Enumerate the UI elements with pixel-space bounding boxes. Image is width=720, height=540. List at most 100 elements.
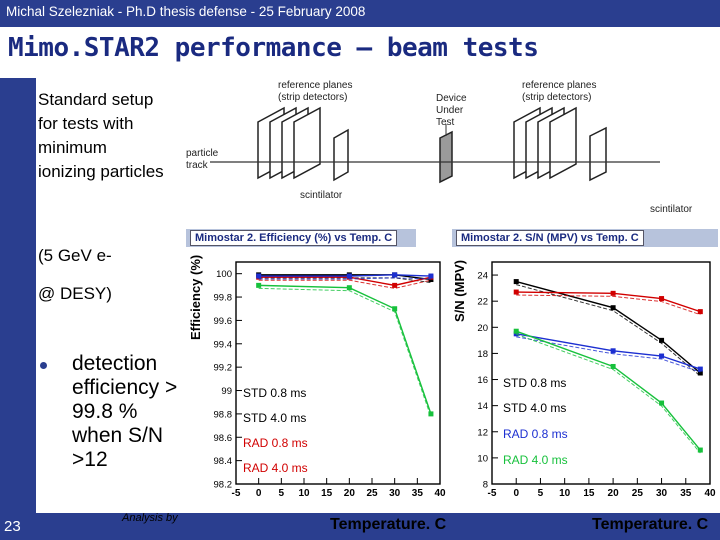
ref-left-line1: reference planes <box>278 80 353 91</box>
chart1-point <box>392 282 398 288</box>
analysis-credit: Analysis by <box>122 512 178 524</box>
chart1-legend-rad40: RAD 4.0 ms <box>243 461 308 475</box>
chart2-point <box>513 328 519 334</box>
chart2-series-line-1 <box>516 291 701 313</box>
chart1-point <box>256 273 262 279</box>
chart2-xtick-label: 20 <box>608 488 620 499</box>
chart1-ytick-label: 98.2 <box>214 480 233 491</box>
chart1-xtick-label: 5 <box>279 488 285 499</box>
chart2-ytick-label: 12 <box>477 427 488 438</box>
ref-left-line2: (strip detectors) <box>278 92 347 103</box>
chart2-legend-std40: STD 4.0 ms <box>503 401 567 415</box>
chart1-point <box>346 273 352 279</box>
ref-right-line1: reference planes <box>522 80 597 91</box>
chart2-series-line-2 <box>516 333 701 370</box>
dut-line2: Under <box>436 105 464 116</box>
chart1-ytick-label: 100 <box>216 269 232 280</box>
chart2-point <box>697 366 703 372</box>
chart2-point <box>610 305 616 311</box>
chart2-point <box>659 353 665 359</box>
chart2-point <box>659 296 665 302</box>
chart1-series-line-1 <box>258 276 432 287</box>
chart2-series-line-b-2 <box>516 336 701 373</box>
beam-setup-diagram: reference planes (strip detectors) refer… <box>186 80 693 215</box>
chart2-ytick-label: 10 <box>477 453 488 464</box>
chart1-xtick-label: 20 <box>344 488 356 499</box>
chart2-ytick-label: 18 <box>477 349 488 360</box>
chart1-xtick-label: 30 <box>389 488 401 499</box>
chart1-series-line-3 <box>258 284 432 415</box>
chart1-xtick-label: 15 <box>321 488 333 499</box>
chart2-legend-rad08: RAD 0.8 ms <box>503 427 568 441</box>
chart1-point <box>428 411 434 417</box>
chart1-xtick-label: 10 <box>298 488 310 499</box>
scintilator-left <box>333 128 349 182</box>
detection-text: detection efficiency > 99.8 % when S/N >… <box>72 352 178 471</box>
chart2-xtick-label: 5 <box>538 488 544 499</box>
chart2-frame <box>491 261 711 485</box>
slide-title: Mimo.STAR2 performance – beam tests <box>8 33 539 63</box>
ref-planes-right <box>513 106 577 180</box>
scintilator-right <box>589 126 607 182</box>
chart2-point <box>513 289 519 295</box>
particle-line1: particle <box>186 148 219 159</box>
ref-planes-left <box>257 106 321 180</box>
chart2-ytick-label: 20 <box>477 323 488 334</box>
chart2-xtick-label: -5 <box>488 488 497 499</box>
scint-right-label: scintilator <box>650 204 693 215</box>
chart1-xtick-label: 0 <box>256 488 262 499</box>
chart1-title: Mimostar 2. Efficiency (%) vs Temp. C <box>190 230 398 246</box>
chart1-ytick-label: 98.6 <box>214 433 233 444</box>
chart1-point <box>428 273 434 279</box>
chart2-xtick-label: 25 <box>632 488 644 499</box>
chart2-point <box>610 290 616 296</box>
chart2-ytick-label: 22 <box>477 297 488 308</box>
chart2-xtick-label: 10 <box>559 488 571 499</box>
scint-left-label: scintilator <box>300 190 343 201</box>
energy-text: (5 GeV e- <box>38 246 112 265</box>
chart2-xlabel: Temperature. C <box>592 516 709 533</box>
chart2-point <box>513 331 519 337</box>
slide-number: 23 <box>4 518 21 535</box>
chart1-legend-rad08: RAD 0.8 ms <box>243 436 308 450</box>
dut-line1: Device <box>436 93 467 104</box>
chart1-ytick-label: 99 <box>221 386 232 397</box>
chart2-ytick-label: 16 <box>477 375 488 386</box>
sn-chart: 8 10 12 14 16 18 20 22 24 -5 0 5 10 15 20 25 30 35 40 <box>477 261 716 499</box>
chart2-series-line-b-0 <box>516 284 701 377</box>
chart1-legend-std08: STD 0.8 ms <box>243 386 307 400</box>
ref-right-line2: (strip detectors) <box>522 92 591 103</box>
location-text: @ DESY) <box>38 284 112 303</box>
chart2-xtick-label: 0 <box>513 488 519 499</box>
chart1-ylabel: Efficiency (%) <box>188 254 203 340</box>
header-bar: Michal Szelezniak - Ph.D thesis defense … <box>0 0 720 27</box>
chart2-ylabel: S/N (MPV) <box>452 259 467 322</box>
chart1-ytick-label: 99.6 <box>214 316 233 327</box>
chart2-series-line-b-3 <box>516 333 701 454</box>
chart1-point <box>256 282 262 288</box>
chart1-ytick-label: 98.4 <box>214 456 233 467</box>
setup-text: Standard setup for tests with minimum io… <box>38 90 164 181</box>
chart2-point <box>697 370 703 376</box>
chart2-point <box>513 279 519 285</box>
header-text: Michal Szelezniak - Ph.D thesis defense … <box>6 4 366 19</box>
chart2-title: Mimostar 2. S/N (MPV) vs Temp. C <box>456 230 644 246</box>
chart2-point <box>697 447 703 453</box>
efficiency-chart: 98.2 98.4 98.6 98.8 99 99.2 99.4 99.6 99.8 100 -5 0… <box>214 261 446 499</box>
chart2-point <box>610 363 616 369</box>
dut-plane <box>439 130 453 184</box>
chart2-legend-std08: STD 0.8 ms <box>503 376 567 390</box>
chart1-series-line-b-2 <box>258 277 431 280</box>
particle-line2: track <box>186 160 209 171</box>
chart2-point <box>659 337 665 343</box>
chart2-xtick-label: 40 <box>704 488 716 499</box>
chart1-xtick-label: -5 <box>232 488 241 499</box>
chart1-series-line-b-3 <box>258 287 432 418</box>
chart2-xtick-label: 30 <box>656 488 668 499</box>
chart2-point <box>659 400 665 406</box>
chart1-xtick-label: 35 <box>412 488 424 499</box>
chart2-ytick-label: 14 <box>477 401 488 412</box>
chart1-ytick-label: 98.8 <box>214 409 233 420</box>
footer-bar <box>0 513 720 540</box>
left-accent-bar <box>0 78 36 513</box>
